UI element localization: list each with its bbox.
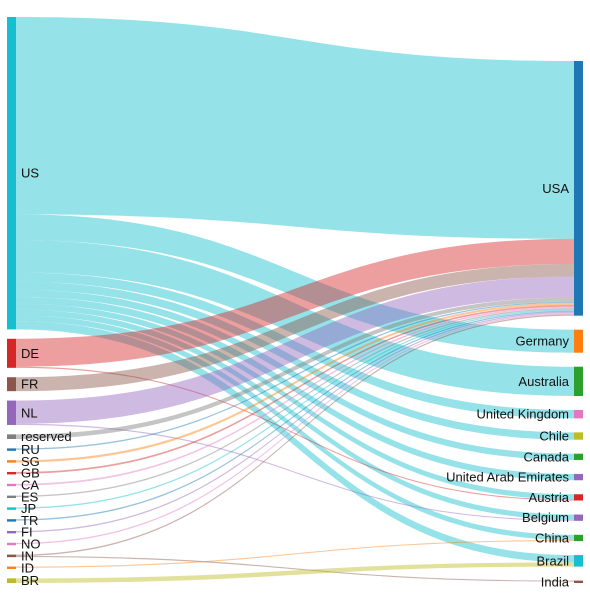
source-node-br: [7, 578, 16, 583]
link-fr-to-usa: [16, 263, 574, 392]
target-node-united-kingdom: [574, 410, 583, 419]
source-node-ru: [7, 448, 16, 451]
source-node-gb: [7, 471, 16, 475]
source-label-ru: RU: [21, 442, 40, 457]
target-label-australia: Australia: [518, 374, 569, 389]
source-node-nl: [7, 400, 16, 425]
link-us-to-germany: [16, 214, 574, 353]
sankey-labels: US DE FR NL reservedRUSGGBCAESJPTRFINOINIDBR…: [21, 166, 570, 590]
target-label-usa: USA: [542, 181, 569, 196]
target-label-germany: Germany: [516, 334, 570, 349]
source-node-jp: [7, 507, 16, 510]
source-label-no: NO: [21, 536, 41, 551]
sankey-nodes: [7, 17, 583, 583]
target-node-australia: [574, 366, 583, 397]
target-label-canada: Canada: [523, 449, 569, 464]
link-us-to-australia: [16, 239, 574, 397]
link-es-to-usa: [16, 308, 574, 497]
source-label-fr: FR: [21, 377, 38, 392]
target-node-china: [574, 534, 583, 542]
source-label-in: IN: [21, 548, 34, 563]
link-us-to-united-arab-emirates: [16, 296, 574, 481]
link-sg-to-usa: [16, 302, 574, 463]
source-node-es: [7, 495, 16, 498]
link-in-to-india: [16, 555, 574, 582]
target-label-brazil: Brazil: [536, 553, 569, 568]
target-label-india: India: [541, 574, 570, 589]
link-us-to-united-kingdom: [16, 272, 574, 419]
link-id-to-china: [16, 540, 574, 568]
link-nl-to-usa: [16, 276, 574, 424]
source-node-fr: [7, 377, 16, 392]
source-label-id: ID: [21, 560, 34, 575]
link-us-to-chile: [16, 281, 574, 440]
target-label-chile: Chile: [539, 429, 569, 444]
source-label-ca: CA: [21, 477, 39, 492]
source-node-de: [7, 338, 16, 368]
target-node-germany: [574, 329, 583, 353]
source-node-fi: [7, 530, 16, 534]
target-node-united-arab-emirates: [574, 473, 583, 481]
link-fi-to-usa: [16, 311, 574, 533]
source-node-in: [7, 554, 16, 558]
source-node-sg: [7, 460, 16, 463]
link-nl-to-belgium: [16, 423, 574, 521]
link-de-to-austria: [16, 366, 574, 501]
link-tr-to-usa: [16, 310, 574, 521]
link-us-to-china: [16, 315, 574, 541]
source-label-reserved: reserved: [21, 429, 72, 444]
source-node-no: [7, 542, 16, 546]
source-label-de: DE: [21, 346, 39, 361]
source-label-es: ES: [21, 489, 39, 504]
source-label-fi: FI: [21, 525, 33, 540]
target-label-austria: Austria: [529, 490, 570, 505]
sankey-links: [16, 17, 574, 583]
link-us-to-belgium: [16, 309, 574, 520]
target-label-united-arab-emirates: United Arab Emirates: [446, 470, 569, 485]
source-node-reserved: [7, 434, 16, 439]
link-gb-to-usa: [16, 305, 574, 474]
link-br-to-brazil: [16, 562, 574, 583]
target-node-india: [574, 580, 583, 583]
target-node-usa: [574, 61, 583, 316]
link-no-to-usa: [16, 313, 574, 545]
link-us-to-brazil: [16, 321, 574, 563]
link-ca-to-usa: [16, 306, 574, 486]
source-node-tr: [7, 519, 16, 522]
source-label-us: US: [21, 166, 39, 181]
target-node-austria: [574, 494, 583, 501]
source-label-jp: JP: [21, 501, 36, 516]
source-label-br: BR: [21, 573, 39, 588]
target-node-chile: [574, 432, 583, 440]
source-label-gb: GB: [21, 466, 40, 481]
link-in-to-usa: [16, 314, 574, 556]
target-node-belgium: [574, 514, 583, 521]
target-label-china: China: [535, 530, 570, 545]
link-ru-to-usa: [16, 301, 574, 450]
target-node-brazil: [574, 555, 583, 567]
target-label-united-kingdom: United Kingdom: [477, 407, 570, 422]
link-de-to-usa: [16, 238, 574, 367]
source-node-us: [7, 17, 16, 330]
source-label-nl: NL: [21, 405, 38, 420]
target-label-belgium: Belgium: [522, 510, 569, 525]
link-jp-to-usa: [16, 309, 574, 509]
source-label-tr: TR: [21, 513, 38, 528]
target-node-canada: [574, 453, 583, 460]
source-node-ca: [7, 483, 16, 487]
link-us-to-austria: [16, 303, 574, 500]
link-us-to-canada: [16, 289, 574, 460]
link-us-to-usa: [16, 17, 574, 239]
source-node-id: [7, 566, 16, 569]
link-reserved-to-usa: [16, 297, 574, 439]
source-label-sg: SG: [21, 454, 40, 469]
